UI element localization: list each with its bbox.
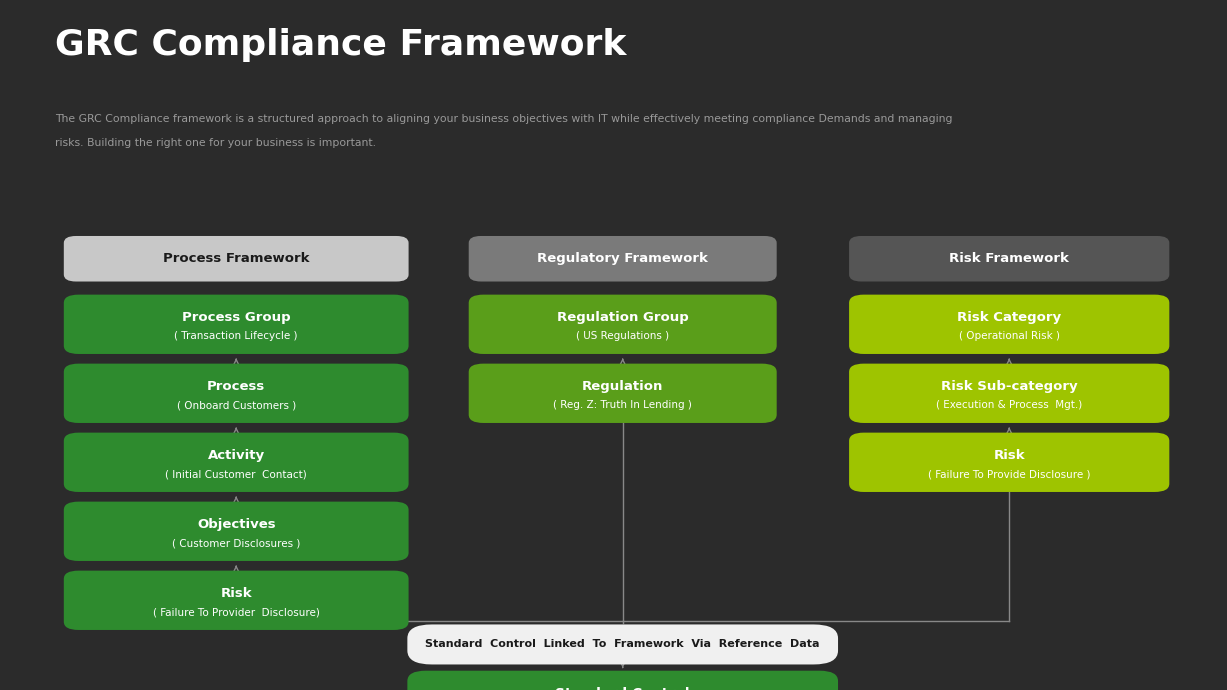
- FancyBboxPatch shape: [849, 295, 1169, 354]
- Text: Risk Category: Risk Category: [957, 311, 1061, 324]
- Text: ( Initial Customer  Contact): ( Initial Customer Contact): [166, 469, 307, 480]
- Text: Process Group: Process Group: [182, 311, 291, 324]
- Text: risks. Building the right one for your business is important.: risks. Building the right one for your b…: [55, 138, 377, 148]
- FancyBboxPatch shape: [64, 364, 409, 423]
- Text: Activity: Activity: [207, 449, 265, 462]
- Text: ( US Regulations ): ( US Regulations ): [577, 331, 669, 342]
- FancyBboxPatch shape: [849, 236, 1169, 282]
- FancyBboxPatch shape: [407, 624, 838, 664]
- Text: Risk Framework: Risk Framework: [950, 253, 1069, 265]
- FancyBboxPatch shape: [849, 364, 1169, 423]
- Text: ( Customer Disclosures ): ( Customer Disclosures ): [172, 538, 301, 549]
- FancyBboxPatch shape: [64, 236, 409, 282]
- FancyBboxPatch shape: [407, 671, 838, 690]
- Text: ( Operational Risk ): ( Operational Risk ): [958, 331, 1060, 342]
- FancyBboxPatch shape: [849, 433, 1169, 492]
- Text: Objectives: Objectives: [196, 518, 276, 531]
- Text: Standard Control: Standard Control: [556, 687, 690, 690]
- Text: ( Reg. Z: Truth In Lending ): ( Reg. Z: Truth In Lending ): [553, 400, 692, 411]
- Text: ( Onboard Customers ): ( Onboard Customers ): [177, 400, 296, 411]
- FancyBboxPatch shape: [64, 295, 409, 354]
- Text: ( Execution & Process  Mgt.): ( Execution & Process Mgt.): [936, 400, 1082, 411]
- Text: Regulation Group: Regulation Group: [557, 311, 688, 324]
- Text: Risk: Risk: [994, 449, 1025, 462]
- Text: Process: Process: [207, 380, 265, 393]
- Text: Regulation: Regulation: [582, 380, 664, 393]
- FancyBboxPatch shape: [64, 433, 409, 492]
- FancyBboxPatch shape: [469, 236, 777, 282]
- Text: Standard  Control  Linked  To  Framework  Via  Reference  Data: Standard Control Linked To Framework Via…: [426, 640, 820, 649]
- Text: Process Framework: Process Framework: [163, 253, 309, 265]
- FancyBboxPatch shape: [469, 295, 777, 354]
- Text: Risk: Risk: [221, 587, 252, 600]
- Text: Regulatory Framework: Regulatory Framework: [537, 253, 708, 265]
- FancyBboxPatch shape: [64, 502, 409, 561]
- FancyBboxPatch shape: [64, 571, 409, 630]
- Text: ( Failure To Provider  Disclosure): ( Failure To Provider Disclosure): [152, 607, 320, 618]
- Text: Risk Sub-category: Risk Sub-category: [941, 380, 1077, 393]
- Text: ( Failure To Provide Disclosure ): ( Failure To Provide Disclosure ): [928, 469, 1091, 480]
- Text: GRC Compliance Framework: GRC Compliance Framework: [55, 28, 627, 61]
- FancyBboxPatch shape: [469, 364, 777, 423]
- Text: The GRC Compliance framework is a structured approach to aligning your business : The GRC Compliance framework is a struct…: [55, 114, 952, 124]
- Text: ( Transaction Lifecycle ): ( Transaction Lifecycle ): [174, 331, 298, 342]
